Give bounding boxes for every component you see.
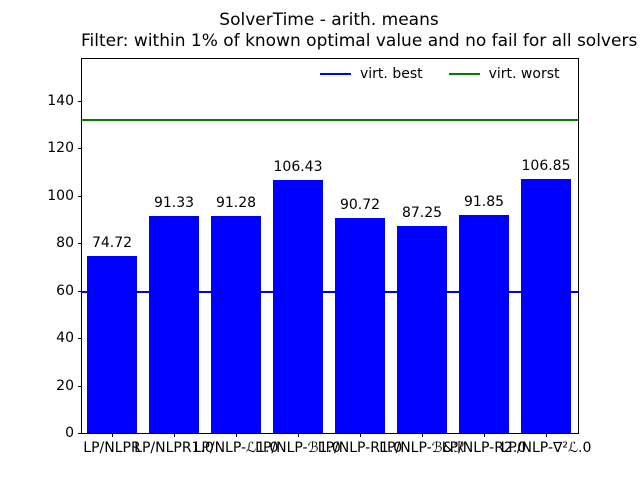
legend-entry-virt-worst: virt. worst	[448, 66, 560, 82]
chart-title-block: SolverTime - arith. means Filter: within…	[81, 10, 638, 52]
bar	[397, 225, 447, 433]
y-tick-label: 0	[65, 425, 74, 441]
x-tick-mark	[236, 433, 237, 437]
bar-value-label: 106.43	[273, 159, 323, 176]
bar	[335, 217, 385, 433]
y-tick-label: 120	[47, 140, 74, 157]
chart-title: SolverTime - arith. means	[219, 10, 439, 30]
hline-virt-best	[82, 291, 578, 294]
y-tick-mark	[78, 100, 82, 102]
x-axis-category-label: LP/NLP-∇²ℒ.0	[500, 440, 592, 456]
bar-value-label: 106.85	[521, 158, 571, 175]
y-tick-mark	[78, 195, 82, 197]
x-axis-category-label: LP/NLP-ℬ&ℛ	[379, 440, 465, 456]
legend-entry-virt-best: virt. best	[320, 66, 423, 82]
legend-line-swatch-virt-best	[320, 73, 351, 75]
y-tick-mark	[78, 290, 82, 292]
x-axis-category-label: LP/NLPR	[83, 440, 141, 456]
legend-line-swatch-virt-worst	[448, 73, 480, 75]
bar-value-label: 87.25	[401, 204, 443, 221]
bar-value-label: 91.85	[463, 193, 505, 210]
plot-area: virt. best virt. worst 74.72 LP/NLPR 91.33 L…	[47, 58, 591, 456]
bar	[87, 255, 137, 433]
bar	[149, 216, 199, 433]
y-tick-mark	[78, 148, 82, 150]
y-tick-mark	[78, 243, 82, 245]
x-tick-mark	[360, 433, 361, 437]
y-tick-label: 20	[56, 377, 74, 394]
hline-virt-worst	[82, 119, 578, 122]
y-tick-label: 40	[56, 330, 74, 347]
bar	[211, 216, 261, 433]
bar-value-label: 90.72	[339, 196, 381, 213]
bar	[273, 180, 323, 433]
bar	[521, 179, 571, 433]
chart-subtitle: Filter: within 1% of known optimal value…	[81, 31, 638, 51]
x-tick-mark	[298, 433, 299, 437]
x-tick-mark	[422, 433, 423, 437]
legend-label-virt-worst: virt. worst	[488, 66, 560, 82]
x-tick-mark	[546, 433, 547, 437]
legend: virt. best virt. worst	[320, 66, 559, 82]
x-axis-category-label: LP/NLP-R1.0	[317, 440, 403, 456]
y-tick-label: 80	[56, 235, 74, 252]
x-tick-mark	[484, 433, 485, 437]
x-tick-mark	[174, 433, 175, 437]
x-axis-category-label: LP/NLP-ℬ1.0	[255, 440, 341, 456]
legend-label-virt-best: virt. best	[360, 66, 423, 82]
bar-value-label: 74.72	[91, 234, 133, 251]
y-tick-mark	[78, 433, 82, 434]
bar-value-label: 91.28	[215, 195, 257, 212]
y-tick-mark	[78, 338, 82, 340]
y-tick-mark	[78, 385, 82, 387]
x-tick-mark	[112, 433, 113, 437]
x-axis-category-label: LP/NLPR1.0	[134, 440, 214, 456]
y-tick-label: 100	[47, 187, 74, 204]
y-tick-label: 60	[56, 282, 74, 299]
x-axis-category-label: LP/NLP-ℒ1.0	[193, 440, 279, 456]
y-tick-label: 140	[47, 92, 74, 109]
x-axis-category-label: LP/NLP-R2.0	[441, 440, 527, 456]
bar-value-label: 91.33	[153, 195, 195, 212]
bar	[459, 214, 509, 433]
